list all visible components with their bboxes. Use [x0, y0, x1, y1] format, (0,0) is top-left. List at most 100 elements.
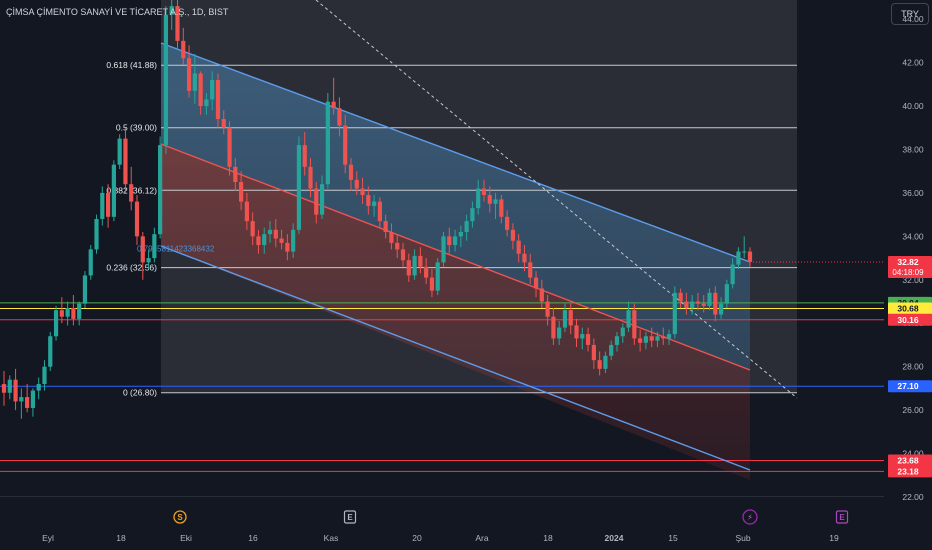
candle-body	[354, 179, 359, 189]
candle-body	[19, 397, 24, 402]
candle-body	[175, 6, 180, 41]
y-tick-label: 26.00	[902, 405, 924, 415]
candle-body	[441, 236, 446, 263]
event-marker-label: E	[347, 513, 353, 522]
y-tick-label: 22.00	[902, 492, 924, 502]
candle-body	[562, 310, 568, 328]
candle-body	[7, 379, 12, 393]
candle-body	[198, 73, 203, 107]
candle-body	[88, 249, 93, 276]
news-marker-circle	[742, 509, 758, 525]
candle-body	[470, 208, 475, 222]
candle-body	[77, 303, 82, 319]
fib-label: 0.236 (32.56)	[106, 263, 157, 273]
candle-body	[661, 336, 666, 339]
candle-body	[215, 79, 221, 120]
candle-body	[666, 334, 672, 339]
candle-body	[204, 99, 209, 107]
candle-body	[684, 301, 689, 309]
x-tick-label: Ara	[475, 533, 489, 543]
candle-body	[510, 229, 515, 241]
candle-body	[574, 325, 579, 339]
candle-body	[412, 255, 417, 276]
candle-body	[117, 138, 122, 165]
event-marker-earnings[interactable]: E	[343, 510, 357, 524]
candles	[1, 0, 753, 419]
candle-body	[701, 303, 706, 306]
price-tag-label: 30.68	[897, 303, 919, 313]
candle-body	[319, 184, 325, 215]
earnings-marker-box	[835, 510, 849, 524]
candle-body	[1, 384, 7, 393]
y-tick-label: 34.00	[902, 231, 924, 241]
candle-body	[400, 249, 406, 261]
candle-body	[372, 201, 377, 206]
x-tick-label: 18	[543, 533, 553, 543]
candle-body	[134, 201, 140, 237]
candle-body	[655, 336, 660, 341]
candle-body	[568, 310, 573, 326]
candle-body	[325, 101, 330, 185]
candle-body	[366, 195, 371, 206]
candle-body	[718, 303, 724, 315]
candle-body	[71, 308, 76, 319]
x-tick-label: Kas	[324, 533, 339, 543]
candle-body	[262, 234, 267, 246]
y-tick-label: 28.00	[902, 362, 924, 372]
candle-body	[724, 284, 729, 304]
candle-body	[609, 344, 614, 356]
x-tick-label: 16	[248, 533, 258, 543]
candle-body	[678, 292, 683, 302]
currency-button[interactable]: TRY	[891, 3, 929, 25]
event-marker-news[interactable]: ⚡	[742, 509, 758, 525]
candle-body	[643, 336, 649, 343]
candle-body	[302, 145, 307, 167]
candle-body	[181, 40, 186, 59]
candle-body	[638, 338, 643, 343]
y-tick-label: 32.00	[902, 275, 924, 285]
candle-body	[343, 125, 348, 165]
candle-body	[256, 236, 261, 246]
candle-body	[452, 236, 458, 246]
candle-body	[94, 218, 99, 250]
candle-body	[580, 334, 585, 339]
candle-body	[707, 292, 712, 306]
y-tick-label: 24.00	[902, 449, 924, 459]
event-marker-earnings[interactable]: E	[835, 510, 849, 524]
candle-body	[279, 238, 284, 243]
candle-body	[649, 336, 654, 341]
candle-body	[163, 14, 169, 146]
candle-body	[239, 182, 244, 202]
candle-body	[152, 234, 157, 259]
candle-body	[383, 221, 388, 233]
candle-body	[522, 253, 527, 263]
candle-body	[377, 201, 382, 222]
candle-body	[476, 188, 481, 209]
event-marker-split[interactable]: S	[173, 510, 187, 524]
x-tick-label: 2024	[605, 533, 624, 543]
candle-body	[48, 336, 53, 367]
event-marker-label: ⚡	[747, 513, 753, 522]
price-tag	[888, 255, 932, 278]
price-tag-label: 27.10	[897, 381, 919, 391]
candle-body	[285, 242, 290, 252]
price-tag	[888, 380, 932, 393]
price-tag	[888, 454, 932, 467]
candle-body	[192, 73, 197, 91]
candle-body	[505, 216, 510, 230]
candle-body	[82, 275, 88, 304]
x-tick-label: 19	[829, 533, 839, 543]
candle-body	[291, 229, 296, 252]
countdown-label: 04:18:09	[892, 268, 924, 277]
x-tick-label: Eyl	[42, 533, 54, 543]
candle-body	[337, 108, 342, 126]
candle-body	[25, 397, 30, 408]
y-tick-label: 44.00	[902, 14, 924, 24]
price-tag-label: 30.16	[897, 315, 919, 325]
candle-body	[458, 232, 463, 237]
candle-body	[314, 188, 319, 215]
fib-label: 0.5 (39.00)	[116, 123, 157, 133]
candle-body	[493, 199, 498, 204]
candle-body	[603, 355, 608, 369]
